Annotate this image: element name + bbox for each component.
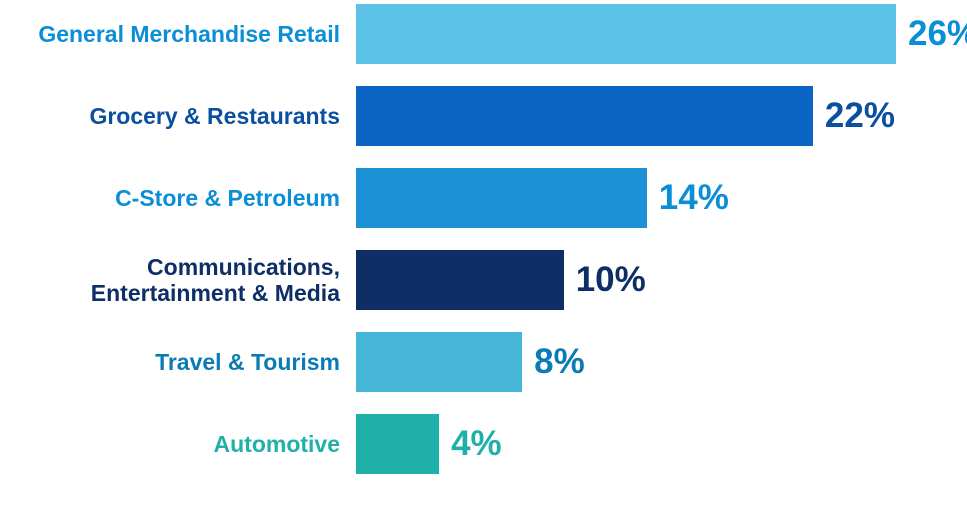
bar [356, 168, 647, 228]
bar [356, 86, 813, 146]
bar-wrap: 8% [356, 332, 585, 392]
bar-value: 14% [659, 178, 729, 218]
bar-label: Grocery & Restaurants [0, 103, 340, 129]
bar-wrap: 10% [356, 250, 646, 310]
bar-value: 22% [825, 96, 895, 136]
bar-label: General Merchandise Retail [0, 21, 340, 47]
bar-value: 4% [451, 424, 502, 464]
bar [356, 4, 896, 64]
chart-row: C-Store & Petroleum 14% [0, 168, 967, 228]
chart-row: Automotive 4% [0, 414, 967, 474]
bar [356, 414, 439, 474]
bar-wrap: 14% [356, 168, 729, 228]
bar-wrap: 26% [356, 4, 967, 64]
chart-row: Travel & Tourism 8% [0, 332, 967, 392]
bar-label: C-Store & Petroleum [0, 185, 340, 211]
chart-row: General Merchandise Retail 26% [0, 4, 967, 64]
bar-wrap: 22% [356, 86, 895, 146]
chart-row: Grocery & Restaurants 22% [0, 86, 967, 146]
bar-value: 8% [534, 342, 585, 382]
bar-value: 26% [908, 14, 967, 54]
chart-row: Communications,Entertainment & Media 10% [0, 250, 967, 310]
bar [356, 250, 564, 310]
bar-wrap: 4% [356, 414, 502, 474]
bar-label: Automotive [0, 431, 340, 457]
bar [356, 332, 522, 392]
bar-label: Communications,Entertainment & Media [0, 254, 340, 307]
bar-value: 10% [576, 260, 646, 300]
horizontal-bar-chart: General Merchandise Retail 26% Grocery & R… [0, 0, 967, 508]
bar-label: Travel & Tourism [0, 349, 340, 375]
